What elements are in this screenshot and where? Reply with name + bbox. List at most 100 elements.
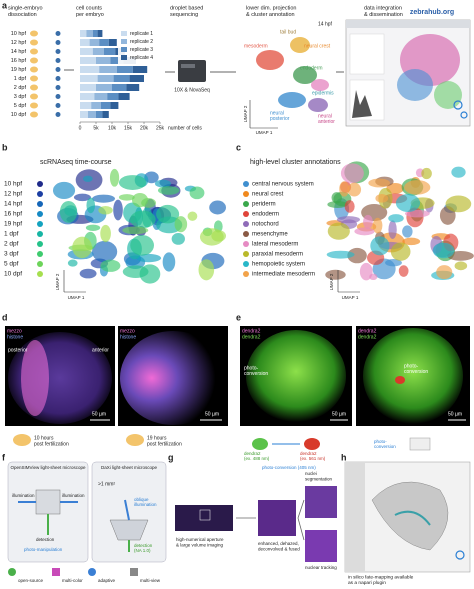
cells-icon	[55, 94, 61, 99]
umap-cloud	[136, 253, 162, 263]
umap-cloud	[402, 225, 413, 238]
bar	[91, 102, 101, 109]
output-label: nuclei	[305, 471, 317, 476]
umap-cloud	[52, 181, 76, 200]
cluster-label: posterior	[270, 116, 290, 122]
cluster-dot	[243, 191, 249, 197]
legend-swatch	[121, 39, 127, 44]
umap-cloud	[447, 251, 474, 261]
umap-cloud	[130, 234, 154, 256]
umap-cloud	[67, 259, 78, 267]
umap-axes	[337, 270, 360, 293]
axis-label: anterior	[92, 347, 109, 353]
embryo-icon	[30, 111, 38, 118]
timepoint-label: 3 dpf	[4, 251, 19, 258]
cells-icon	[55, 31, 61, 36]
step-heading: data integration	[364, 5, 402, 11]
bar	[113, 75, 130, 82]
bar	[99, 39, 109, 46]
panel-label: b	[2, 142, 8, 152]
umap-cloud	[98, 205, 113, 215]
cluster-label: anterior	[318, 119, 335, 125]
umap-cloud	[370, 236, 390, 256]
umap-axis-label: UMAP 1	[256, 130, 273, 135]
legend-label: (ex. 561 nm)	[300, 456, 326, 461]
umap-cloud	[402, 237, 421, 246]
cells-icon	[55, 103, 61, 108]
umap-cloud	[344, 200, 355, 213]
umap-cloud	[340, 163, 364, 184]
timepoint-dot	[37, 231, 43, 237]
cells-icon	[55, 85, 61, 90]
bar	[96, 57, 111, 64]
umap-cloud	[375, 193, 389, 203]
x-tick-label: 25k	[156, 125, 165, 131]
umap-cloud	[325, 269, 346, 280]
step-heading: cell counts	[76, 5, 102, 11]
timepoint-label: 12 hpf	[4, 191, 22, 198]
cluster-dot	[243, 261, 249, 267]
step-heading: & cluster annotation	[246, 12, 295, 18]
umap-cloud	[388, 214, 404, 223]
umap-cloud	[386, 182, 404, 194]
legend-label: replicate 4	[130, 55, 153, 61]
cells-icon	[55, 40, 61, 45]
x-axis-label: number of cells	[168, 125, 202, 131]
step-heading: dissociation	[8, 12, 37, 18]
label: >1 mm²	[98, 481, 115, 487]
bar	[80, 57, 96, 64]
timepoint-label: 14 hpf	[4, 201, 22, 208]
bar	[89, 39, 100, 46]
cells-icon	[55, 67, 61, 72]
umap-cloud	[347, 182, 362, 197]
panel-label: g	[168, 452, 174, 462]
x-tick-label: 15k	[124, 125, 133, 131]
x-tick-label: 10k	[108, 125, 117, 131]
timepoint-dot	[37, 181, 43, 187]
cluster-label: mesoderm	[244, 43, 268, 49]
channel-label: histone	[7, 334, 23, 340]
category-label: 14 hpf	[11, 49, 27, 55]
scale-label: 50 µm	[92, 411, 106, 417]
umap-cloud	[398, 265, 409, 277]
legend-label: replicate 2	[130, 39, 153, 45]
umap-cloud	[122, 226, 149, 235]
category-label: 19 hpf	[11, 67, 27, 73]
feature-label: open-source	[18, 578, 44, 583]
umap-cloud	[368, 178, 391, 188]
cluster-dot	[243, 241, 249, 247]
cluster-label: neural crest	[304, 43, 331, 49]
bar	[104, 48, 116, 55]
umap-cloud	[139, 264, 161, 284]
bar	[80, 66, 100, 73]
bar	[102, 111, 109, 118]
umap-cloud	[198, 259, 215, 281]
photoconversion-label: conversion	[404, 369, 428, 375]
timepoint-label: 19 hpf	[4, 221, 22, 228]
bar	[110, 102, 119, 109]
bar	[86, 30, 93, 37]
channel-label: mezzo	[7, 328, 22, 334]
stage-label: post fertilization	[147, 441, 182, 447]
umap-cloud	[209, 200, 226, 215]
umap-axis-label: UMAP 1	[342, 295, 359, 300]
cluster-label: mesenchyme	[252, 232, 288, 238]
umap-cloud	[79, 268, 97, 279]
cluster-dot	[243, 211, 249, 217]
embryo-icon	[30, 39, 38, 46]
bar	[116, 66, 133, 73]
umap-cloud	[118, 194, 135, 201]
bar	[112, 84, 127, 91]
label: (NA 1.0)	[134, 548, 151, 553]
bar	[80, 75, 98, 82]
umap-cloud	[113, 199, 123, 221]
label: photo-manipulation	[24, 547, 63, 552]
umap-cloud	[354, 227, 375, 236]
umap-cloud	[211, 230, 227, 242]
embryo-icon	[30, 66, 38, 73]
cluster-label: lateral mesoderm	[252, 242, 298, 248]
cluster-label: neural	[270, 110, 284, 116]
umap-cloud	[73, 193, 91, 202]
umap-cloud	[157, 186, 180, 195]
